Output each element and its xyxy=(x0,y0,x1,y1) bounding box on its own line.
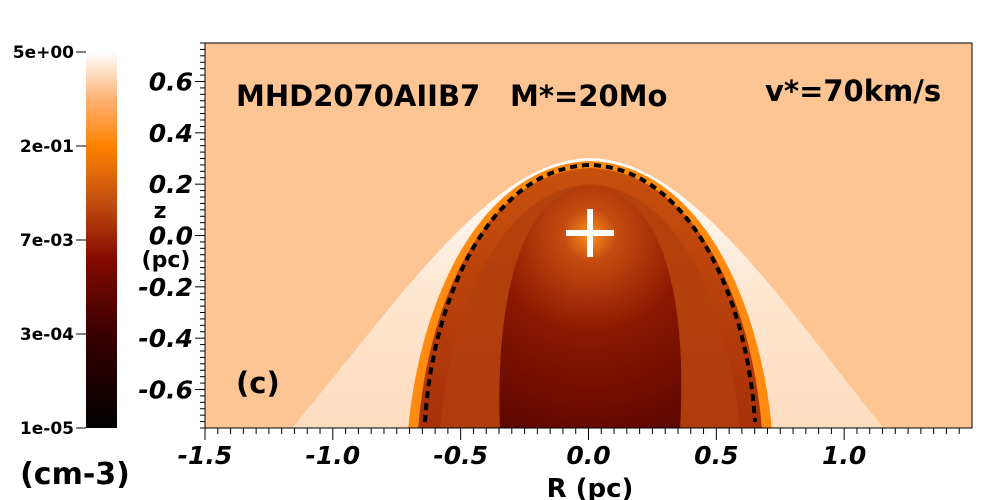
colorbar-unit: (cm-3) xyxy=(20,457,130,492)
y-axis-label-unit: (pc) xyxy=(142,248,191,273)
y-tick-label: 0.6 xyxy=(149,68,193,97)
y-tick-label: 0.0 xyxy=(149,222,193,251)
velocity-label: v*=70km/s xyxy=(765,74,941,108)
colorbar-tick-label: 1e-05 xyxy=(20,419,74,439)
x-tick-label: 0.0 xyxy=(566,441,610,470)
x-tick-label: 0.5 xyxy=(694,441,738,470)
y-tick-label: 0.2 xyxy=(149,170,193,199)
star-marker xyxy=(566,209,614,257)
colorbar-tick-label: 2e-01 xyxy=(20,137,74,157)
x-tick-label: -0.5 xyxy=(433,441,488,470)
y-tick-label: -0.6 xyxy=(138,376,193,405)
mass-label: M*=20Mo xyxy=(510,79,667,113)
colorbar-tick-label: 7e-03 xyxy=(20,231,74,251)
colorbar-tick-label: 5e+00 xyxy=(13,43,74,63)
panel-label: (c) xyxy=(236,366,280,400)
wind-bubble xyxy=(499,186,682,428)
y-tick-label: 0.4 xyxy=(149,119,193,148)
colorbar xyxy=(86,52,117,428)
x-tick-label: 1.0 xyxy=(822,441,866,470)
y-axis-label-z: z xyxy=(154,199,167,224)
y-tick-label: -0.4 xyxy=(138,324,193,353)
plot-area xyxy=(205,43,972,428)
y-tick-label: -0.2 xyxy=(138,273,193,302)
model-label: MHD2070AIIB7 xyxy=(236,79,480,113)
x-axis-label: R (pc) xyxy=(547,474,634,500)
colorbar-tick-label: 3e-04 xyxy=(20,325,74,345)
x-tick-label: -1.5 xyxy=(178,441,233,470)
x-tick-label: -1.0 xyxy=(305,441,360,470)
